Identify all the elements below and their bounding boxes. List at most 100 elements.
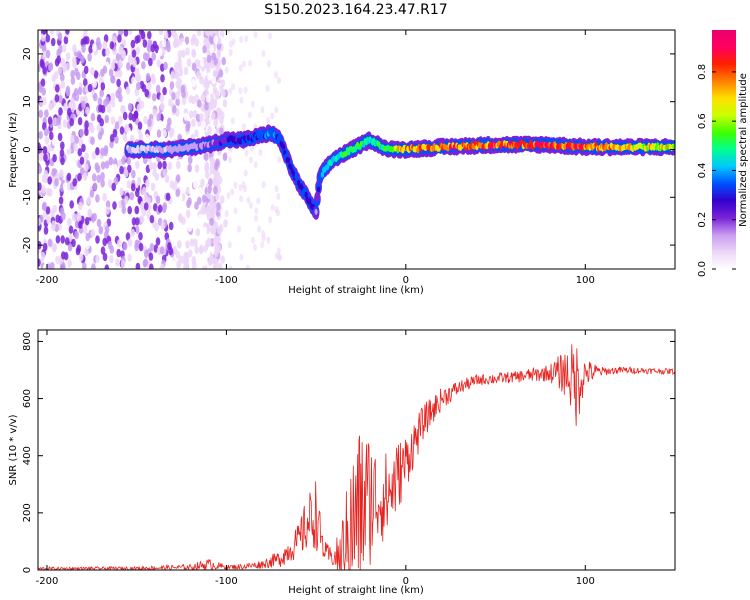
noise-dot	[58, 44, 63, 54]
noise-dot	[96, 174, 102, 183]
noise-dot	[126, 180, 132, 189]
noise-dot	[188, 110, 194, 119]
ridge-cell	[304, 191, 308, 198]
noise-dot	[49, 30, 55, 35]
noise-dot	[87, 83, 93, 93]
x-tick-label: -100	[215, 576, 238, 587]
noise-dot	[127, 238, 133, 247]
noise-dot	[119, 165, 124, 175]
noise-dot	[62, 62, 68, 71]
noise-dot	[112, 128, 118, 138]
noise-dot	[93, 92, 98, 102]
noise-dot	[231, 38, 236, 46]
noise-dot	[108, 68, 114, 77]
noise-dot	[59, 169, 64, 178]
noise-dot	[51, 74, 57, 83]
noise-dot	[43, 153, 48, 162]
noise-dot	[134, 205, 140, 215]
noise-dot	[135, 46, 141, 55]
noise-dot	[186, 120, 191, 130]
noise-dot	[110, 99, 116, 108]
noise-dot	[239, 195, 244, 203]
noise-dot	[178, 214, 184, 224]
noise-dot	[44, 136, 50, 145]
noise-dot	[149, 215, 155, 224]
noise-dot	[162, 160, 167, 170]
ridge-cell	[317, 186, 321, 193]
noise-dot	[251, 236, 255, 244]
noise-dot	[143, 115, 148, 125]
noise-dot	[70, 97, 75, 107]
noise-dot	[205, 80, 210, 90]
noise-dot	[184, 255, 190, 265]
noise-dot	[143, 258, 149, 267]
noise-dot	[135, 262, 141, 269]
noise-dot	[197, 126, 203, 135]
noise-dot	[137, 195, 142, 205]
y-tick-label: 0	[22, 567, 33, 573]
noise-dot	[118, 46, 123, 55]
noise-dot	[184, 230, 189, 240]
noise-dot	[146, 44, 152, 53]
noise-dot	[211, 52, 217, 61]
noise-dot	[38, 182, 42, 191]
noise-dot	[221, 57, 226, 66]
noise-dot	[107, 179, 113, 188]
noise-dot	[228, 265, 233, 269]
noise-dot	[38, 142, 41, 151]
noise-dot	[41, 87, 46, 96]
noise-dot	[238, 64, 243, 72]
noise-dot	[39, 58, 45, 68]
noise-dot	[211, 112, 216, 121]
noise-dot	[147, 118, 152, 128]
noise-dot	[276, 193, 281, 201]
noise-dot	[109, 255, 114, 264]
noise-dot	[274, 106, 279, 114]
noise-dot	[100, 246, 106, 255]
noise-dot	[142, 39, 148, 48]
noise-dot	[144, 88, 149, 98]
noise-dot	[160, 221, 166, 230]
noise-dot	[115, 258, 120, 267]
noise-dot	[215, 192, 220, 201]
noise-dot	[135, 67, 140, 77]
noise-dot	[46, 263, 52, 269]
noise-dot	[211, 206, 216, 216]
noise-dot	[45, 34, 51, 43]
noise-dot	[156, 129, 162, 138]
noise-dot	[239, 253, 244, 261]
noise-dot	[123, 169, 129, 178]
noise-dot	[244, 35, 249, 43]
noise-dot	[169, 81, 175, 90]
noise-dot	[42, 66, 47, 75]
noise-dot	[257, 225, 262, 233]
noise-dot	[91, 151, 97, 160]
noise-dot	[162, 129, 167, 138]
noise-dot	[73, 142, 78, 152]
noise-dot	[156, 59, 162, 68]
colorbar-tick-label: 0.8	[697, 64, 708, 80]
noise-dot	[136, 176, 142, 186]
noise-dot	[274, 185, 279, 193]
noise-dot	[47, 116, 53, 125]
noise-dot	[98, 226, 104, 235]
noise-dot	[137, 121, 143, 130]
noise-dot	[90, 67, 95, 76]
x-tick-label: 0	[403, 275, 409, 286]
noise-dot	[220, 255, 225, 264]
noise-dot	[261, 50, 266, 58]
noise-dot	[54, 94, 60, 103]
noise-dot	[202, 226, 208, 235]
noise-dot	[165, 40, 171, 49]
noise-dot	[204, 117, 210, 126]
noise-dot	[200, 178, 205, 188]
noise-dot	[65, 30, 70, 35]
noise-dot	[109, 134, 115, 143]
noise-dot	[84, 163, 89, 172]
noise-dot	[99, 118, 104, 127]
snr-x-axis-label: Height of straight line (km)	[288, 585, 424, 596]
noise-dot	[124, 195, 129, 205]
noise-dot	[149, 263, 154, 269]
noise-dot	[209, 44, 214, 54]
noise-dot	[53, 117, 58, 126]
